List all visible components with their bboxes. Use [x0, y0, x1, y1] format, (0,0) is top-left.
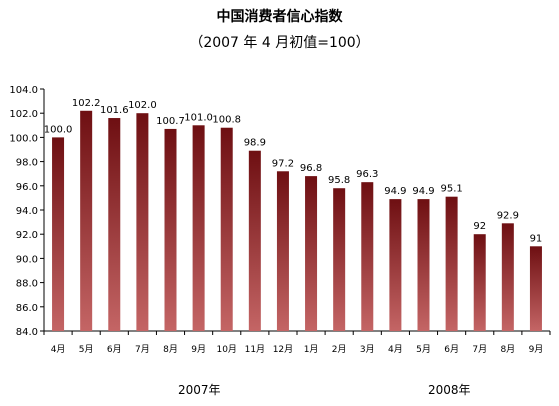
data-label: 97.2	[272, 158, 294, 169]
bar	[136, 113, 149, 331]
bar	[501, 223, 514, 331]
bar	[108, 118, 121, 331]
y-tick-label: 98.0	[16, 158, 38, 169]
data-label: 100.0	[44, 124, 73, 135]
y-tick-label: 100.0	[9, 133, 38, 144]
y-tick-label: 94.0	[16, 206, 38, 217]
y-tick-label: 92.0	[16, 230, 38, 241]
data-label: 94.9	[412, 186, 434, 197]
x-tick-label: 1月	[304, 344, 319, 355]
x-tick-label: 11月	[245, 344, 265, 355]
chart-subtitle: （2007 年 4 月初值=100）	[189, 35, 370, 51]
y-tick-label: 90.0	[16, 254, 38, 265]
data-label: 95.1	[440, 184, 462, 195]
bar	[305, 176, 318, 331]
x-tick-label: 5月	[79, 344, 94, 355]
chart-title: 中国消费者信心指数	[216, 9, 343, 25]
y-tick-label: 96.0	[16, 182, 38, 193]
data-label: 94.9	[384, 186, 406, 197]
data-label: 96.8	[300, 163, 322, 174]
data-label: 101.0	[184, 112, 213, 123]
data-label: 100.8	[212, 115, 241, 126]
bar	[445, 196, 458, 331]
bar	[220, 127, 233, 331]
x-tick-label: 10月	[216, 344, 236, 355]
x-tick-label: 6月	[107, 344, 122, 355]
x-tick-label: 8月	[163, 344, 178, 355]
x-tick-label: 8月	[500, 344, 515, 355]
data-label: 98.9	[244, 138, 266, 149]
x-tick-label: 7月	[135, 344, 150, 355]
bar	[276, 171, 289, 331]
data-label: 102.0	[128, 100, 157, 111]
data-label: 92.9	[497, 210, 519, 221]
year-label-2007: 2007年	[178, 383, 221, 397]
x-tick-label: 4月	[51, 344, 66, 355]
bar	[164, 128, 177, 331]
data-label: 100.7	[156, 116, 185, 127]
x-tick-label: 9月	[529, 344, 544, 355]
y-tick-label: 88.0	[16, 279, 38, 290]
bar	[192, 125, 205, 331]
data-label: 102.2	[72, 98, 101, 109]
data-label: 95.8	[328, 175, 350, 186]
x-tick-label: 7月	[472, 344, 487, 355]
bar	[333, 188, 346, 331]
y-tick-label: 86.0	[16, 303, 38, 314]
data-label: 92	[473, 221, 486, 232]
bar	[52, 137, 65, 331]
bar	[248, 150, 261, 331]
y-tick-label: 84.0	[16, 327, 38, 338]
data-label: 101.6	[100, 105, 129, 116]
bar	[529, 246, 542, 331]
x-tick-label: 9月	[191, 344, 206, 355]
x-tick-label: 4月	[388, 344, 403, 355]
bar	[417, 199, 430, 331]
x-tick-label: 6月	[444, 344, 459, 355]
bar	[80, 110, 93, 331]
bar	[473, 234, 486, 331]
data-label: 96.3	[356, 169, 378, 180]
bar	[389, 199, 402, 331]
x-tick-label: 12月	[273, 344, 293, 355]
x-tick-label: 2月	[332, 344, 347, 355]
bar	[361, 182, 374, 331]
year-label-2008: 2008年	[428, 383, 471, 397]
y-tick-label: 104.0	[9, 85, 38, 96]
x-tick-label: 3月	[360, 344, 375, 355]
data-label: 91	[530, 233, 543, 244]
y-tick-label: 102.0	[9, 109, 38, 120]
x-tick-label: 5月	[416, 344, 431, 355]
